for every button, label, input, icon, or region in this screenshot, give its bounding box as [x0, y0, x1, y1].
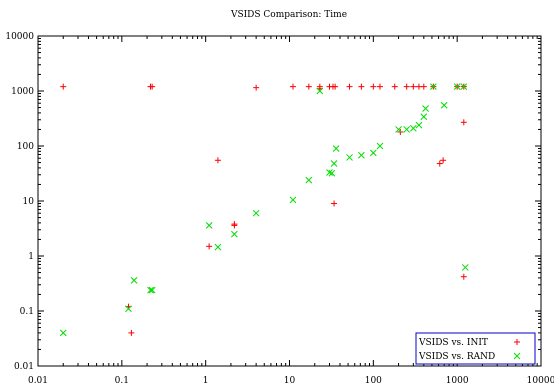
data-point-rand — [214, 243, 222, 251]
data-point-init — [214, 157, 221, 164]
data-point-init — [403, 83, 410, 90]
data-point-init — [370, 83, 377, 90]
x-tick-label: 0.01 — [28, 376, 48, 386]
data-point-rand — [289, 196, 297, 204]
data-point-init — [420, 83, 427, 90]
data-point-rand — [395, 126, 402, 133]
data-point-rand — [330, 160, 338, 167]
y-tick-label: 0.1 — [20, 307, 34, 317]
data-point-rand — [205, 222, 213, 229]
data-point-rand — [130, 277, 138, 284]
data-point-rand — [358, 151, 365, 159]
data-point-rand — [369, 149, 377, 157]
x-tick-label: 0.1 — [115, 376, 129, 386]
y-tick-label: 1 — [28, 252, 34, 262]
x-axis-tick-labels: 0.01 0.1 1 10 100 1000 10000 — [28, 376, 554, 386]
data-point-rand — [252, 209, 260, 217]
y-tick-label: 10 — [23, 197, 35, 207]
data-point-rand — [420, 113, 428, 121]
data-point-rand — [440, 101, 448, 109]
data-point-rand — [328, 169, 336, 177]
data-point-init — [397, 128, 404, 135]
data-point-rand — [460, 83, 468, 90]
x-tick-label: 1000 — [446, 376, 469, 386]
legend: VSIDS vs. INIT VSIDS vs. RAND — [415, 332, 536, 365]
legend-marker-rand-glyph — [513, 352, 521, 360]
data-point-rand — [346, 154, 353, 161]
chart-title: VSIDS Comparison: Time — [230, 10, 347, 20]
x-tick-label: 10 — [284, 376, 296, 386]
data-point-init — [206, 243, 213, 250]
data-point-init — [253, 84, 260, 91]
legend-marker-init-glyph — [514, 339, 520, 345]
data-point-rand — [231, 230, 238, 238]
data-point-rand — [147, 286, 154, 294]
data-point-init — [346, 83, 353, 90]
legend-marker-init — [514, 339, 520, 345]
data-point-rand — [305, 176, 313, 184]
legend-label-rand: VSIDS vs. RAND — [418, 352, 495, 362]
data-point-init — [436, 160, 443, 167]
data-point-rand — [326, 169, 333, 176]
y-tick-label: 10000 — [5, 32, 34, 42]
data-point-rand — [461, 264, 469, 271]
data-point-rand — [332, 145, 340, 152]
data-point-rand — [376, 142, 384, 150]
y-axis-tick-labels: 0.01 0.1 1 10 100 1000 10000 — [5, 32, 34, 372]
data-point-init — [460, 119, 467, 126]
data-point-init — [149, 83, 156, 90]
data-point-rand — [409, 124, 417, 132]
data-point-init — [391, 83, 398, 90]
data-point-init — [332, 83, 339, 90]
data-point-init — [376, 83, 383, 90]
data-point-init — [410, 83, 417, 90]
data-point-rand — [148, 286, 156, 294]
y-tick-label: 100 — [17, 142, 34, 152]
data-point-init — [305, 83, 312, 90]
data-point-rand — [316, 87, 324, 95]
axis-ticks — [37, 35, 542, 367]
x-tick-label: 100 — [365, 376, 382, 386]
data-point-init — [231, 222, 238, 229]
y-tick-label: 0.01 — [14, 362, 34, 372]
data-point-init — [128, 329, 135, 336]
data-point-rand — [59, 329, 67, 337]
x-tick-label: 10000 — [527, 376, 554, 386]
data-point-init — [358, 83, 365, 90]
legend-box — [415, 332, 536, 365]
legend-marker-rand — [513, 352, 521, 360]
data-point-init — [60, 83, 67, 90]
data-point-init — [440, 157, 447, 164]
data-point-init — [289, 83, 296, 90]
legend-label-init: VSIDS vs. INIT — [418, 338, 488, 348]
data-points — [59, 83, 469, 337]
data-point-rand — [125, 305, 132, 313]
data-point-rand — [430, 83, 437, 90]
x-tick-label: 1 — [203, 376, 209, 386]
data-point-init — [460, 273, 467, 280]
data-point-rand — [403, 126, 411, 133]
y-tick-label: 1000 — [11, 87, 34, 97]
data-point-init — [331, 200, 338, 207]
data-point-rand — [422, 105, 429, 112]
data-point-rand — [415, 121, 423, 129]
data-point-rand — [453, 83, 461, 90]
